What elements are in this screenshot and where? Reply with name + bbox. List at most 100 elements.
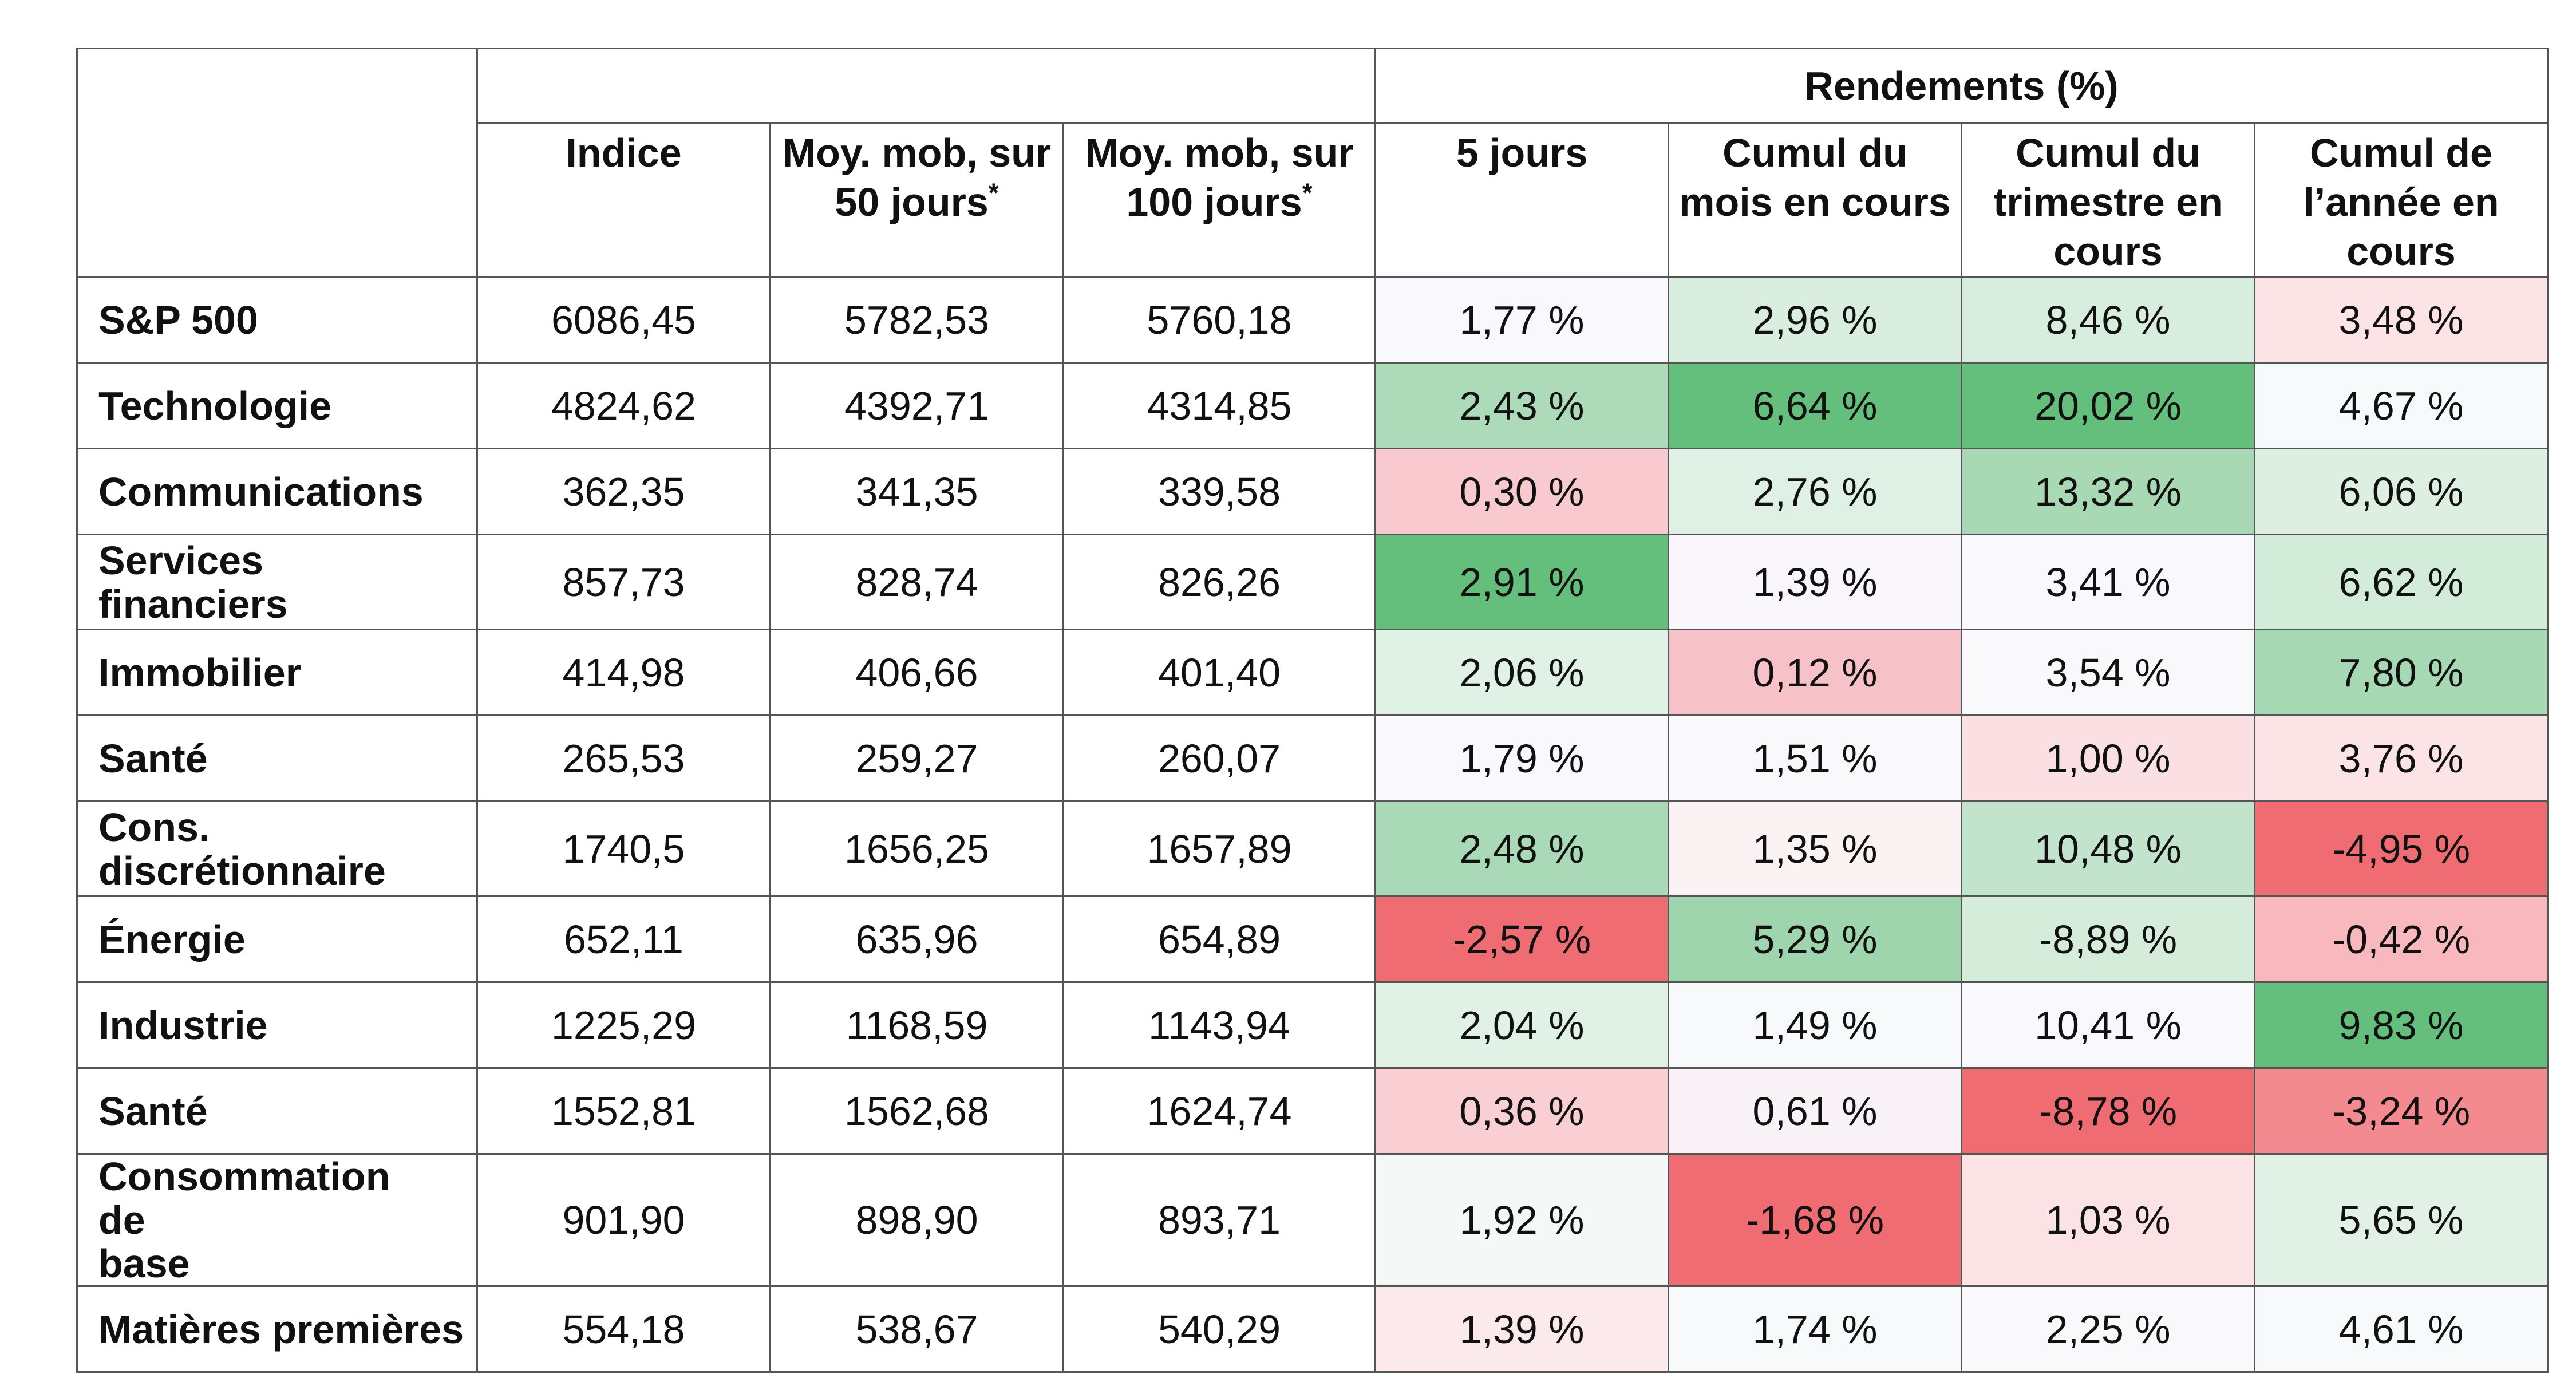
- index-value-cell: 635,96: [769, 895, 1064, 983]
- column-header-label: Cumul de l’année en cours: [2303, 131, 2499, 274]
- return-value-cell: 4,67 %: [2254, 362, 2549, 449]
- return-value-cell: 13,32 %: [1961, 448, 2255, 535]
- return-value-cell: 1,51 %: [1668, 714, 1962, 802]
- return-value-cell: -4,95 %: [2254, 800, 2549, 897]
- return-value-cell: 10,48 %: [1961, 800, 2255, 897]
- footnote-marker: *: [988, 177, 999, 208]
- return-value-cell: 1,79 %: [1374, 714, 1669, 802]
- index-value-cell: 1143,94: [1062, 981, 1376, 1069]
- return-value-cell: 2,04 %: [1374, 981, 1669, 1069]
- return-value-cell: -2,57 %: [1374, 895, 1669, 983]
- table-row: S&P 500 6086,45 5782,53 5760,18 1,77 % 2,96 %…: [76, 276, 2549, 364]
- return-value-cell: 1,39 %: [1668, 534, 1962, 630]
- return-value-cell: 6,64 %: [1668, 362, 1962, 449]
- sector-name: Énergie: [76, 895, 478, 983]
- table-row: Cons. discrétionnaire 1740,5 1656,25 1657,8…: [76, 800, 2549, 897]
- return-value-cell: 2,25 %: [1961, 1285, 2255, 1373]
- return-value-cell: 5,29 %: [1668, 895, 1962, 983]
- sector-name: Communications: [76, 448, 478, 535]
- index-value-cell: 401,40: [1062, 629, 1376, 716]
- return-value-cell: -0,42 %: [2254, 895, 2549, 983]
- index-value-cell: 406,66: [769, 629, 1064, 716]
- index-group-header: [476, 48, 1376, 124]
- index-value-cell: 1552,81: [476, 1067, 771, 1155]
- column-header: Cumul du trimestre en cours: [1961, 122, 2255, 278]
- index-value-cell: 5782,53: [769, 276, 1064, 364]
- return-value-cell: 0,30 %: [1374, 448, 1669, 535]
- table-row: Consommation de base 901,90 898,90 893,71 1,…: [76, 1153, 2549, 1287]
- return-value-cell: 4,61 %: [2254, 1285, 2549, 1373]
- sector-name: Consommation de base: [76, 1153, 478, 1287]
- index-value-cell: 260,07: [1062, 714, 1376, 802]
- index-value-cell: 654,89: [1062, 895, 1376, 983]
- column-header-label: Cumul du trimestre en cours: [1993, 131, 2223, 274]
- return-value-cell: 8,46 %: [1961, 276, 2255, 364]
- column-header: Cumul de l’année en cours: [2254, 122, 2549, 278]
- sector-name: Santé: [76, 1067, 478, 1155]
- column-header-label: Moy. mob, sur 50 jours: [782, 131, 1052, 224]
- column-header: 5 jours: [1374, 122, 1669, 278]
- return-value-cell: 3,54 %: [1961, 629, 2255, 716]
- return-value-cell: 2,76 %: [1668, 448, 1962, 535]
- index-value-cell: 341,35: [769, 448, 1064, 535]
- return-value-cell: 2,43 %: [1374, 362, 1669, 449]
- return-value-cell: -8,89 %: [1961, 895, 2255, 983]
- index-value-cell: 898,90: [769, 1153, 1064, 1287]
- table-row: Industrie 1225,29 1168,59 1143,94 2,04 % 1,49…: [76, 981, 2549, 1069]
- index-value-cell: 1624,74: [1062, 1067, 1376, 1155]
- return-value-cell: 0,36 %: [1374, 1067, 1669, 1155]
- table-row: Communications 362,35 341,35 339,58 0,30 % 2,…: [76, 448, 2549, 535]
- return-value-cell: 1,77 %: [1374, 276, 1669, 364]
- index-value-cell: 265,53: [476, 714, 771, 802]
- table-row: Santé 1552,81 1562,68 1624,74 0,36 % 0,61 % -8…: [76, 1067, 2549, 1155]
- return-value-cell: 7,80 %: [2254, 629, 2549, 716]
- footnote-marker: *: [1302, 177, 1313, 208]
- column-header-label: Cumul du mois en cours: [1679, 131, 1951, 224]
- index-value-cell: 362,35: [476, 448, 771, 535]
- sector-name: Santé: [76, 714, 478, 802]
- index-value-cell: 339,58: [1062, 448, 1376, 535]
- index-value-cell: 1562,68: [769, 1067, 1064, 1155]
- table-row: Immobilier 414,98 406,66 401,40 2,06 % 0,12 %…: [76, 629, 2549, 716]
- column-header-label: Indice: [566, 131, 682, 175]
- index-value-cell: 259,27: [769, 714, 1064, 802]
- table-row: Matières premières 554,18 538,67 540,29 1,39…: [76, 1285, 2549, 1373]
- table-row: Énergie 652,11 635,96 654,89 -2,57 % 5,29 % -8…: [76, 895, 2549, 983]
- index-value-cell: 893,71: [1062, 1153, 1376, 1287]
- return-value-cell: 1,74 %: [1668, 1285, 1962, 1373]
- return-value-cell: 1,49 %: [1668, 981, 1962, 1069]
- return-value-cell: 2,06 %: [1374, 629, 1669, 716]
- index-value-cell: 4392,71: [769, 362, 1064, 449]
- column-header: Cumul du mois en cours: [1668, 122, 1962, 278]
- return-value-cell: 1,39 %: [1374, 1285, 1669, 1373]
- sector-name: Matières premières: [76, 1285, 478, 1373]
- sector-name: Cons. discrétionnaire: [76, 800, 478, 897]
- return-value-cell: 0,61 %: [1668, 1067, 1962, 1155]
- sector-name: Technologie: [76, 362, 478, 449]
- return-value-cell: 10,41 %: [1961, 981, 2255, 1069]
- return-value-cell: 2,91 %: [1374, 534, 1669, 630]
- return-value-cell: 1,92 %: [1374, 1153, 1669, 1287]
- column-header-label: Moy. mob, sur 100 jours: [1085, 131, 1354, 224]
- index-value-cell: 1657,89: [1062, 800, 1376, 897]
- return-value-cell: 1,35 %: [1668, 800, 1962, 897]
- sector-name: Services financiers: [76, 534, 478, 630]
- index-value-cell: 4314,85: [1062, 362, 1376, 449]
- return-value-cell: 0,12 %: [1668, 629, 1962, 716]
- index-value-cell: 1656,25: [769, 800, 1064, 897]
- index-value-cell: 652,11: [476, 895, 771, 983]
- column-header: Moy. mob, sur 50 jours*: [769, 122, 1064, 278]
- index-value-cell: 1740,5: [476, 800, 771, 897]
- index-value-cell: 538,67: [769, 1285, 1064, 1373]
- return-value-cell: -8,78 %: [1961, 1067, 2255, 1155]
- index-value-cell: 554,18: [476, 1285, 771, 1373]
- index-value-cell: 1225,29: [476, 981, 771, 1069]
- return-value-cell: 6,62 %: [2254, 534, 2549, 630]
- table-row: Technologie 4824,62 4392,71 4314,85 2,43 % 6,…: [76, 362, 2549, 449]
- index-value-cell: 828,74: [769, 534, 1064, 630]
- return-value-cell: 3,41 %: [1961, 534, 2255, 630]
- return-value-cell: 20,02 %: [1961, 362, 2255, 449]
- column-header-label: 5 jours: [1456, 131, 1588, 175]
- sector-name: Industrie: [76, 981, 478, 1069]
- corner-cell: [76, 48, 478, 278]
